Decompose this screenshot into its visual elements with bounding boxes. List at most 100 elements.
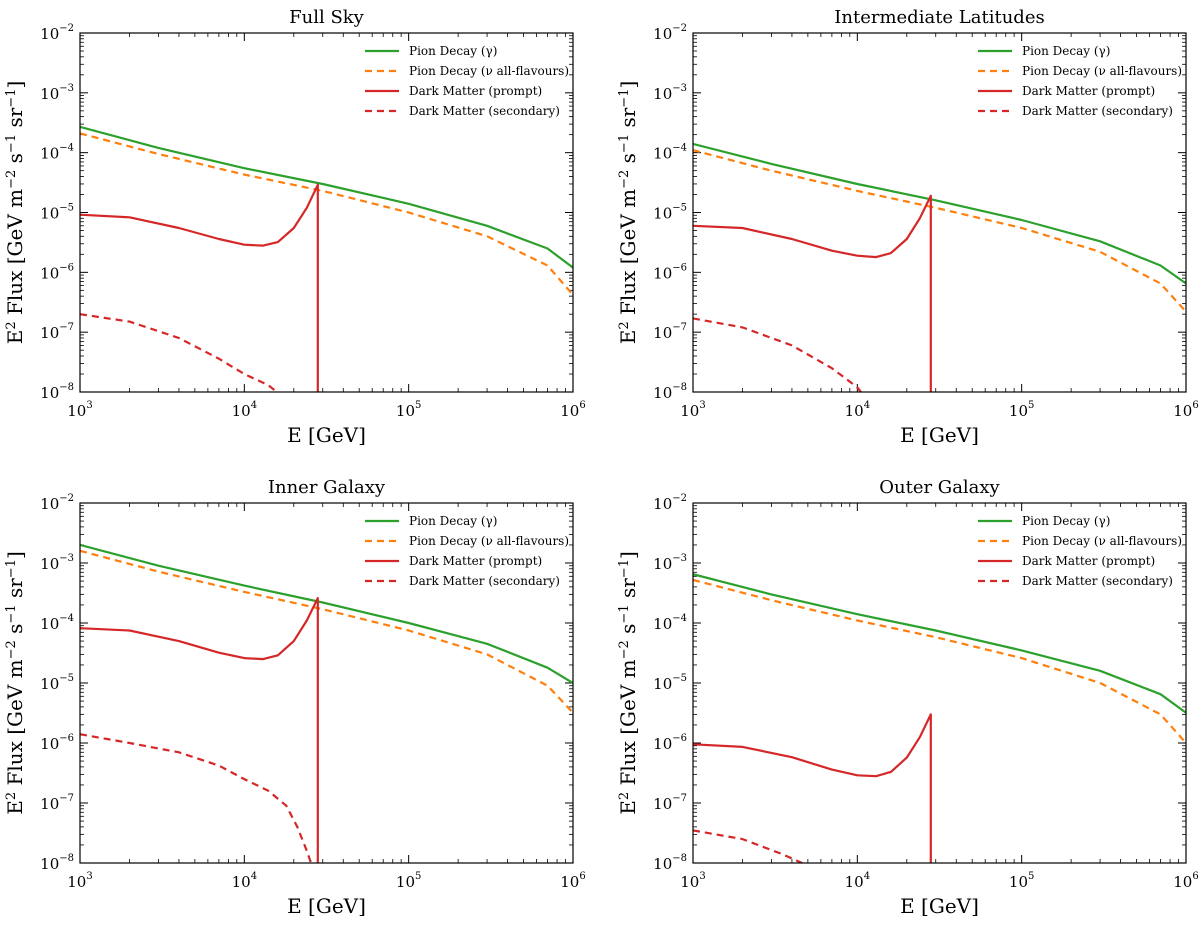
y-tick-label: 10−4 bbox=[40, 143, 74, 163]
y-tick-label: 10−7 bbox=[40, 793, 74, 813]
axis-ticks bbox=[79, 32, 574, 393]
x-tick-label: 103 bbox=[680, 871, 705, 891]
x-tick-label: 103 bbox=[67, 871, 92, 891]
x-axis-label: E [GeV] bbox=[900, 423, 979, 447]
series-line-4 bbox=[693, 829, 805, 863]
y-tick-label: 10−6 bbox=[40, 733, 74, 753]
panel-4: Outer Galaxy 103 104 105 106 10−8 10−7 10−6 10−5… bbox=[616, 477, 1199, 918]
y-tick-label: 10−7 bbox=[40, 322, 74, 342]
y-tick-label: 10−3 bbox=[653, 83, 687, 103]
y-tick-label: 10−6 bbox=[653, 733, 687, 753]
x-tick-label: 104 bbox=[845, 871, 870, 891]
y-tick-label: 10−8 bbox=[653, 382, 687, 402]
legend-entry: Pion Decay (ν all-flavours) bbox=[409, 64, 569, 78]
x-tick-label: 106 bbox=[560, 400, 585, 420]
x-axis-label: E [GeV] bbox=[287, 894, 366, 918]
legend-entry: Pion Decay (γ) bbox=[409, 514, 497, 528]
series-line-1 bbox=[80, 543, 573, 684]
x-tick-label: 105 bbox=[396, 871, 421, 891]
y-axis-label: E2 Flux [GeV m−2 s−1 sr−1] bbox=[3, 81, 27, 345]
y-axis-label: E2 Flux [GeV m−2 s−1 sr−1] bbox=[3, 551, 27, 815]
panel-1: Full Sky 103 104 105 106 10−8 10−7 10−6 10−5 10−4… bbox=[3, 7, 586, 447]
axis-ticks bbox=[692, 502, 1187, 864]
x-tick-label: 105 bbox=[1009, 871, 1034, 891]
chart-title: Intermediate Latitudes bbox=[834, 7, 1044, 28]
legend-entry: Dark Matter (prompt) bbox=[1022, 84, 1155, 98]
x-axis-label: E [GeV] bbox=[287, 423, 366, 447]
series-line-2 bbox=[80, 549, 573, 714]
series-line-1 bbox=[693, 142, 1186, 285]
legend-entry: Dark Matter (prompt) bbox=[1022, 554, 1155, 568]
series-line-4 bbox=[693, 317, 863, 392]
legend: Pion Decay (γ) Pion Decay (ν all-flavours… bbox=[978, 514, 1182, 588]
plot-frame bbox=[692, 502, 1187, 864]
y-tick-label: 10−5 bbox=[653, 673, 687, 693]
x-tick-label: 104 bbox=[232, 400, 257, 420]
y-axis-label: E2 Flux [GeV m−2 s−1 sr−1] bbox=[616, 81, 640, 345]
y-tick-label: 10−2 bbox=[40, 23, 74, 43]
legend: Pion Decay (γ) Pion Decay (ν all-flavours… bbox=[978, 44, 1182, 118]
y-tick-label: 10−2 bbox=[653, 23, 687, 43]
legend-entry: Pion Decay (γ) bbox=[1022, 44, 1110, 58]
legend-entry: Pion Decay (ν all-flavours) bbox=[1022, 534, 1182, 548]
x-tick-label: 103 bbox=[67, 400, 92, 420]
x-tick-label: 104 bbox=[232, 871, 257, 891]
series-line-3 bbox=[80, 183, 319, 392]
series-line-3 bbox=[80, 596, 319, 863]
y-tick-label: 10−4 bbox=[653, 143, 687, 163]
y-tick-label: 10−8 bbox=[653, 853, 687, 873]
y-axis-label: E2 Flux [GeV m−2 s−1 sr−1] bbox=[616, 551, 640, 815]
series-line-3 bbox=[693, 713, 932, 863]
y-tick-label: 10−5 bbox=[40, 203, 74, 223]
legend: Pion Decay (γ) Pion Decay (ν all-flavours… bbox=[365, 44, 569, 118]
x-tick-label: 105 bbox=[1009, 400, 1034, 420]
legend-entry: Dark Matter (secondary) bbox=[409, 104, 560, 118]
panel-3: Inner Galaxy 103 104 105 106 10−8 10−7 10−6 10−5… bbox=[3, 477, 586, 918]
legend-entry: Dark Matter (secondary) bbox=[1022, 574, 1173, 588]
legend-entry: Pion Decay (ν all-flavours) bbox=[1022, 64, 1182, 78]
legend-entry: Pion Decay (γ) bbox=[1022, 514, 1110, 528]
y-tick-label: 10−7 bbox=[653, 322, 687, 342]
series-line-4 bbox=[80, 313, 279, 392]
legend-entry: Pion Decay (γ) bbox=[409, 44, 497, 58]
y-tick-label: 10−3 bbox=[40, 553, 74, 573]
y-tick-label: 10−7 bbox=[653, 793, 687, 813]
series-line-1 bbox=[80, 125, 573, 269]
legend-entry: Dark Matter (secondary) bbox=[409, 574, 560, 588]
y-tick-label: 10−2 bbox=[653, 493, 687, 513]
y-tick-label: 10−8 bbox=[40, 382, 74, 402]
series-group bbox=[693, 573, 1186, 863]
x-axis-label: E [GeV] bbox=[900, 894, 979, 918]
x-tick-label: 106 bbox=[1173, 871, 1198, 891]
plot-frame bbox=[692, 32, 1187, 393]
y-tick-label: 10−5 bbox=[40, 673, 74, 693]
series-line-2 bbox=[693, 578, 1186, 744]
y-tick-label: 10−8 bbox=[40, 853, 74, 873]
plot-frame bbox=[79, 502, 574, 864]
x-tick-label: 106 bbox=[1173, 400, 1198, 420]
legend-entry: Pion Decay (ν all-flavours) bbox=[409, 534, 569, 548]
series-group bbox=[80, 125, 573, 392]
y-tick-label: 10−6 bbox=[40, 262, 74, 282]
y-tick-label: 10−2 bbox=[40, 493, 74, 513]
series-group bbox=[80, 543, 573, 863]
plot-frame bbox=[79, 32, 574, 393]
panel-2: Intermediate Latitudes 103 104 105 106 10−8 10… bbox=[616, 7, 1199, 447]
series-group bbox=[693, 142, 1186, 392]
chart-title: Outer Galaxy bbox=[879, 477, 1000, 498]
legend-entry: Dark Matter (secondary) bbox=[1022, 104, 1173, 118]
series-line-2 bbox=[80, 132, 573, 296]
chart-title: Full Sky bbox=[289, 7, 365, 28]
legend: Pion Decay (γ) Pion Decay (ν all-flavours… bbox=[365, 514, 569, 588]
y-tick-label: 10−6 bbox=[653, 262, 687, 282]
x-tick-label: 104 bbox=[845, 400, 870, 420]
y-tick-label: 10−4 bbox=[40, 613, 74, 633]
series-line-2 bbox=[693, 149, 1186, 313]
x-tick-label: 103 bbox=[680, 400, 705, 420]
legend-entry: Dark Matter (prompt) bbox=[409, 554, 542, 568]
chart-title: Inner Galaxy bbox=[268, 477, 386, 498]
legend-entry: Dark Matter (prompt) bbox=[409, 84, 542, 98]
y-tick-label: 10−5 bbox=[653, 203, 687, 223]
y-tick-label: 10−3 bbox=[40, 83, 74, 103]
